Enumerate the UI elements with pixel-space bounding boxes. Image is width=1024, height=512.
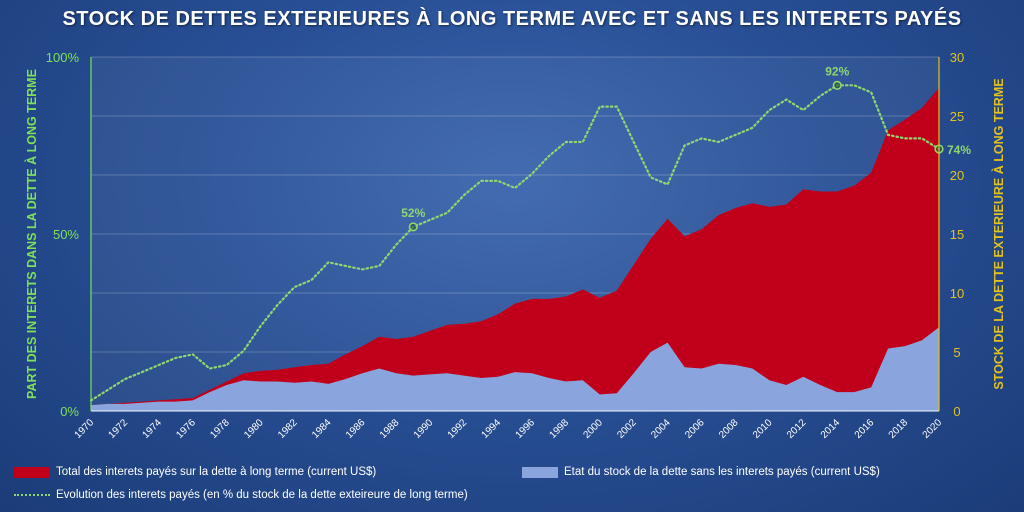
x-tick-label: 1982 [276,417,300,441]
y-left-tick-label: 100% [46,50,80,65]
x-tick-label: 2008 [717,417,741,441]
x-tick-label: 1986 [344,417,368,441]
x-tick-label: 2002 [615,417,639,441]
y-right-tick-label: 25 [950,109,964,124]
y-right-axis-title: STOCK DE LA DETTE EXTERIEURE À LONG TERM… [991,78,1006,389]
legend-item-interest: Total des interets payés sur la dette à … [14,466,376,478]
x-tick-label: 2000 [581,417,605,441]
annotation-label: 74% [947,143,971,157]
y-right-tick-label: 30 [950,50,964,65]
y-right-tick-label: 15 [950,227,964,242]
annotation-point [832,80,842,90]
x-tick-label: 2006 [683,417,707,441]
y-right-tick-label: 10 [950,286,964,301]
legend-label-interest: Total des interets payés sur la dette à … [56,466,377,478]
annotation-label: 92% [825,64,849,78]
x-tick-label: 1974 [140,417,164,441]
annotation-point [408,222,418,232]
x-tick-label: 2014 [819,417,843,441]
x-tick-label: 1998 [547,417,571,441]
series-line-pct [89,84,941,402]
legend-swatch-interest [14,466,50,478]
y-left-axis-title: PART DES INTERETS DANS LA DETTE À LONG T… [24,69,39,399]
line-layer [89,80,944,402]
y-right-tick-label: 0 [953,404,960,419]
x-tick-label: 2010 [751,417,775,441]
y-right-tick-label: 20 [950,168,964,183]
legend-swatch-stock [522,466,558,478]
legend-label-pct: Evolution des interets payés (en % du st… [56,489,468,501]
x-tick-label: 1994 [480,417,504,441]
y-right-tick-label: 5 [953,345,960,360]
legend-label-stock: Etat du stock de la dette sans les inter… [564,466,880,478]
annotation-label: 52% [401,206,425,220]
x-tick-label: 1972 [107,417,131,441]
chart-title: STOCK DE DETTES EXTERIEURES À LONG TERME… [62,8,962,30]
legend-swatch-pct [14,494,50,496]
y-left-tick-label: 0% [60,404,79,419]
x-tick-label: 1970 [73,417,97,441]
x-tick-label: 1990 [412,417,436,441]
label-layer: 52% 92% 74% [401,64,971,220]
x-tick-label: 1988 [378,417,402,441]
area-layer [91,87,939,411]
x-tick-label: 1980 [242,417,266,441]
series-area-stock [91,327,939,411]
legend-item-pct: Evolution des interets payés (en % du st… [14,489,468,501]
y-left-tick-label: 50% [53,227,79,242]
x-tick-label: 1978 [208,417,232,441]
x-tick-label: 1976 [174,417,198,441]
series-area-interest [91,87,939,411]
x-tick-label: 1996 [514,417,538,441]
x-tick-label: 2016 [853,417,877,441]
x-tick-label: 2004 [649,417,673,441]
x-tick-label: 2012 [785,417,809,441]
x-tick-label: 2018 [887,417,911,441]
x-tick-label: 2020 [921,417,945,441]
legend-item-stock: Etat du stock de la dette sans les inter… [522,466,880,478]
x-tick-label: 1992 [446,417,470,441]
x-tick-label: 1984 [310,417,334,441]
